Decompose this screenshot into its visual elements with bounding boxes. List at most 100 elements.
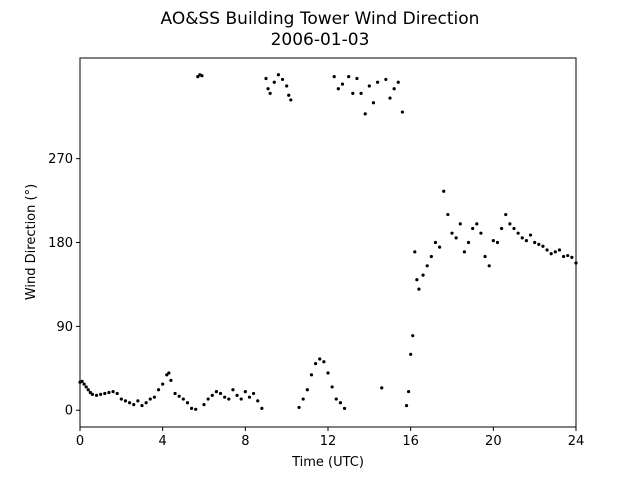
point — [167, 371, 171, 375]
point — [90, 392, 94, 396]
point — [553, 250, 557, 254]
point — [243, 389, 247, 394]
point — [144, 401, 148, 405]
point — [549, 252, 553, 256]
point — [247, 395, 252, 399]
point — [231, 388, 235, 392]
point — [475, 222, 479, 226]
point — [140, 403, 144, 408]
point — [504, 212, 508, 217]
point — [409, 352, 413, 356]
point — [533, 240, 537, 245]
point — [264, 76, 268, 81]
point — [196, 75, 200, 79]
y-tick-label: 270 — [48, 152, 73, 167]
point — [411, 334, 415, 338]
point — [537, 242, 541, 246]
point — [200, 74, 204, 78]
point — [487, 264, 491, 268]
point — [415, 278, 419, 282]
point — [566, 253, 570, 258]
point — [355, 76, 359, 81]
point — [562, 254, 566, 259]
y-tick-label: 180 — [48, 236, 73, 251]
point — [388, 96, 392, 100]
point — [392, 87, 396, 91]
point — [421, 273, 425, 277]
point — [442, 189, 446, 193]
point — [340, 82, 345, 86]
point — [190, 406, 194, 410]
x-tick-label: 8 — [241, 434, 249, 449]
point — [169, 378, 173, 383]
point — [256, 399, 260, 403]
point — [318, 357, 322, 361]
x-tick-label: 0 — [76, 434, 84, 449]
point — [400, 110, 404, 114]
point — [342, 406, 347, 410]
point — [512, 226, 516, 231]
point — [462, 250, 466, 254]
point — [528, 233, 533, 237]
point — [545, 248, 549, 252]
point — [94, 393, 99, 397]
x-axis-label: Time (UTC) — [291, 455, 364, 470]
point — [165, 373, 169, 377]
point — [202, 403, 206, 407]
point — [115, 391, 119, 396]
point — [384, 77, 388, 82]
point — [338, 401, 342, 405]
point — [119, 397, 123, 401]
point — [516, 231, 520, 235]
point — [227, 397, 231, 401]
point — [123, 399, 128, 403]
point — [483, 254, 487, 259]
point — [479, 231, 483, 235]
point — [334, 397, 338, 401]
point — [210, 393, 214, 397]
point — [103, 391, 107, 396]
point — [471, 226, 475, 231]
point — [252, 391, 256, 396]
x-tick-label: 4 — [159, 434, 167, 449]
point — [289, 98, 293, 102]
point — [407, 389, 411, 394]
point — [541, 244, 545, 248]
point — [433, 240, 438, 245]
point — [491, 239, 495, 243]
y-axis-label: Wind Direction (°) — [24, 184, 39, 300]
point — [206, 397, 210, 401]
point — [309, 373, 314, 377]
x-tick-label: 20 — [485, 434, 502, 449]
point — [260, 406, 264, 410]
point — [367, 84, 371, 88]
point — [280, 77, 285, 82]
x-tick-label: 24 — [568, 434, 585, 449]
point — [185, 401, 190, 405]
point — [107, 390, 111, 395]
point — [214, 389, 218, 394]
point — [557, 248, 562, 252]
point — [508, 222, 512, 226]
point — [359, 91, 363, 96]
point — [314, 362, 318, 366]
point — [371, 101, 376, 105]
point — [524, 239, 529, 243]
point — [495, 240, 500, 245]
point — [574, 261, 578, 265]
point — [351, 91, 355, 96]
point — [336, 87, 340, 91]
point — [128, 401, 132, 405]
point — [297, 405, 301, 410]
point — [287, 93, 291, 97]
point — [148, 397, 152, 401]
point — [417, 287, 421, 291]
point — [266, 87, 270, 91]
point — [268, 91, 272, 96]
point — [322, 360, 326, 364]
point — [223, 395, 227, 399]
point — [156, 388, 161, 392]
point — [520, 236, 524, 240]
point — [285, 84, 289, 88]
